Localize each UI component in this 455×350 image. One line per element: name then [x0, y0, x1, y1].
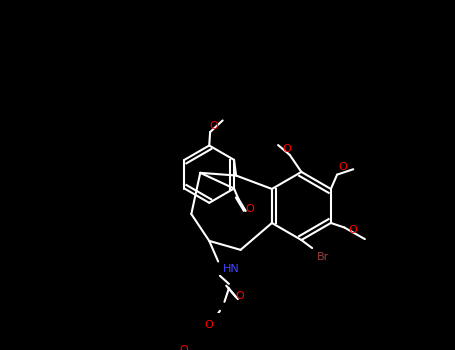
Text: O: O	[209, 121, 218, 131]
Text: O: O	[349, 225, 358, 235]
Text: O: O	[235, 290, 244, 301]
Text: O: O	[245, 204, 253, 214]
Text: HN: HN	[222, 264, 239, 274]
Text: O: O	[338, 162, 347, 173]
Text: O: O	[204, 320, 212, 330]
Text: Br: Br	[317, 252, 329, 262]
Text: O: O	[179, 345, 187, 350]
Text: O: O	[283, 144, 291, 154]
